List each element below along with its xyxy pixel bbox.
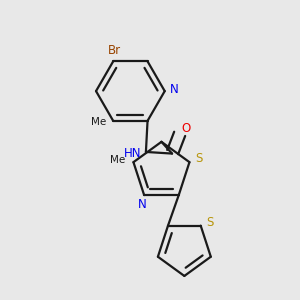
Text: Me: Me xyxy=(91,118,106,128)
Text: O: O xyxy=(182,122,191,135)
Text: S: S xyxy=(196,152,203,165)
Text: N: N xyxy=(169,83,178,96)
Text: N: N xyxy=(138,198,147,211)
Text: HN: HN xyxy=(123,147,141,160)
Text: S: S xyxy=(206,216,214,229)
Text: Me: Me xyxy=(110,154,125,164)
Text: Br: Br xyxy=(108,44,122,57)
